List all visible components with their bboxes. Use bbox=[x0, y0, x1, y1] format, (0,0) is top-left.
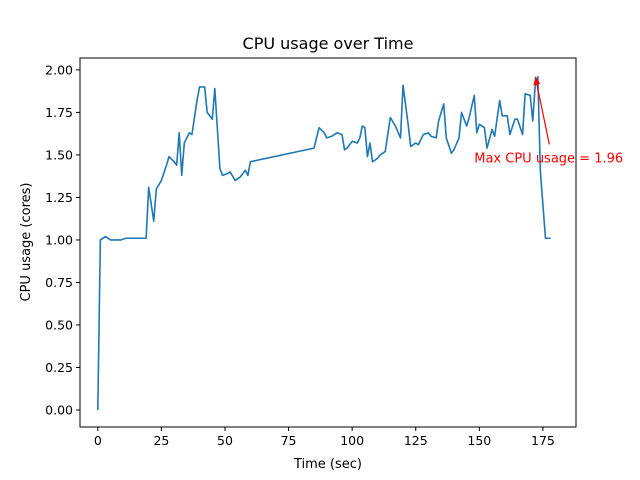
chart-title: CPU usage over Time bbox=[243, 34, 414, 53]
annotation: Max CPU usage = 1.96 bbox=[474, 76, 623, 166]
y-tick-label: 0.00 bbox=[45, 402, 73, 417]
axes-frame bbox=[79, 57, 577, 428]
x-tick-label: 150 bbox=[467, 433, 491, 448]
x-axis: 0 25 50 75 100 125 150 175 bbox=[94, 427, 555, 448]
y-tick-label: 0.25 bbox=[45, 360, 73, 375]
x-tick-label: 0 bbox=[94, 433, 102, 448]
y-tick-label: 0.75 bbox=[45, 275, 73, 290]
y-tick-label: 1.00 bbox=[45, 232, 73, 247]
y-tick-label: 1.50 bbox=[45, 147, 73, 162]
y-axis-label: CPU usage (cores) bbox=[19, 183, 34, 302]
x-axis-label: Time (sec) bbox=[293, 457, 362, 472]
annotation-label: Max CPU usage = 1.96 bbox=[474, 151, 623, 166]
x-tick-label: 75 bbox=[281, 433, 297, 448]
x-tick-label: 25 bbox=[153, 433, 169, 448]
y-tick-label: 1.25 bbox=[45, 190, 73, 205]
y-tick-label: 0.50 bbox=[45, 317, 73, 332]
annotation-arrow-shaft bbox=[534, 76, 550, 145]
x-tick-label: 50 bbox=[217, 433, 233, 448]
x-tick-label: 100 bbox=[340, 433, 364, 448]
y-tick-label: 2.00 bbox=[45, 62, 73, 77]
x-tick-label: 175 bbox=[531, 433, 555, 448]
plot-area bbox=[97, 75, 551, 411]
y-tick-label: 1.75 bbox=[45, 105, 73, 120]
x-tick-label: 125 bbox=[404, 433, 428, 448]
annotation-arrow-head bbox=[533, 76, 541, 86]
cpu-usage-series-line bbox=[97, 75, 551, 411]
y-axis: 0.00 0.25 0.50 0.75 1.00 1.25 1.50 1.75 2.00 bbox=[45, 62, 80, 417]
